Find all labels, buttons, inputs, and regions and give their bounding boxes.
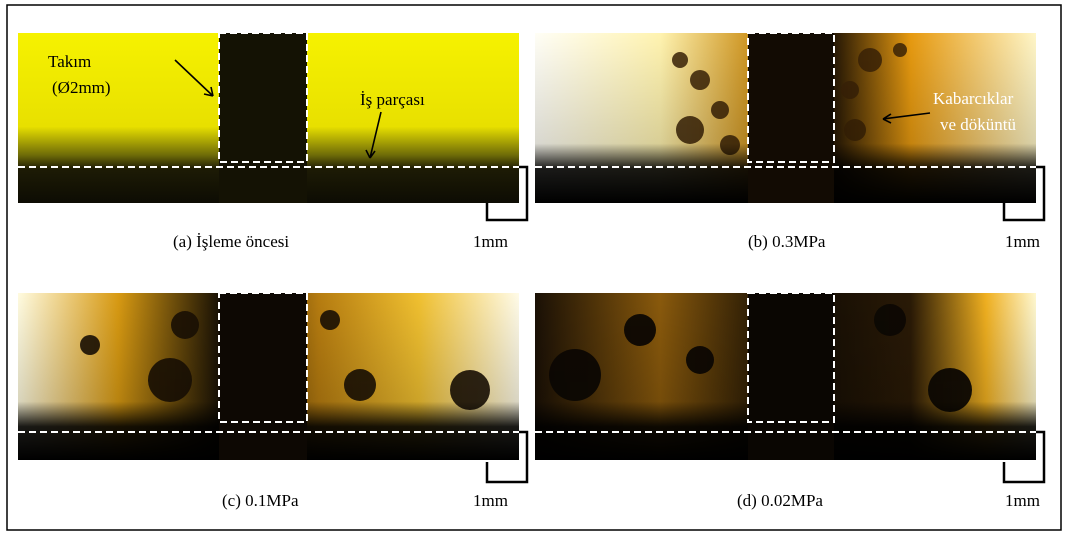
scale-label: 1mm <box>1005 232 1040 251</box>
caption: (d) 0.02MPa <box>737 491 823 510</box>
caption: (a) İşleme öncesi <box>173 232 289 251</box>
annotation: Takım <box>48 52 91 71</box>
annotation: (Ø2mm) <box>52 78 111 97</box>
scale-label: 1mm <box>1005 491 1040 510</box>
tool <box>219 33 307 203</box>
tool <box>748 33 834 203</box>
tool <box>219 293 307 460</box>
scale-label: 1mm <box>473 491 508 510</box>
annotation: ve döküntü <box>940 115 1017 134</box>
caption: (c) 0.1MPa <box>222 491 299 510</box>
scale-label: 1mm <box>473 232 508 251</box>
annotation: Kabarcıklar <box>933 89 1014 108</box>
tool <box>748 293 834 460</box>
caption: (b) 0.3MPa <box>748 232 826 251</box>
annotation: İş parçası <box>360 90 425 109</box>
figure: Takım (Ø2mm) İş parçası (a) İşleme önces… <box>0 0 1068 538</box>
